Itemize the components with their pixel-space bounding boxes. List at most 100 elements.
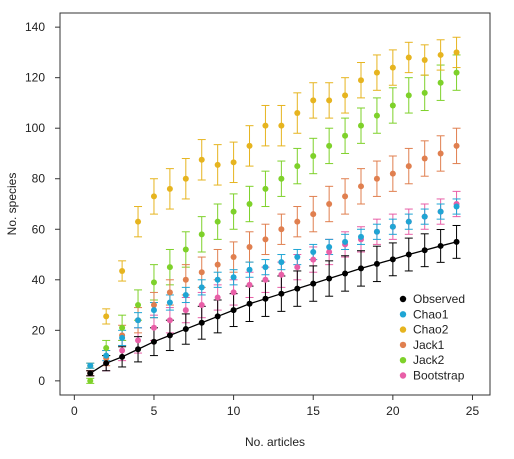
y-tick-label: 40 [32,273,46,287]
chao2-point [150,193,157,200]
chao1-point [262,264,269,271]
chao2-point [214,161,221,168]
legend-label-bootstrap: Bootstrap [413,369,465,383]
jack2-point [198,231,205,238]
jack2-point [310,152,317,159]
chao1-point [358,233,364,240]
chao1-point [405,218,412,225]
observed-point [278,290,285,297]
observed-point [262,295,269,302]
chao1-point [230,274,237,281]
jack1-point [437,150,444,157]
chao1-point [135,317,142,324]
observed-point [150,338,157,345]
jack2-point [421,89,428,96]
bootstrap-point [214,294,221,301]
legend-label-jack1: Jack1 [413,338,445,352]
observed-point [135,346,142,353]
bootstrap-point [119,347,126,354]
jack2-point [437,79,444,86]
jack1-point [453,142,460,149]
chao2-point [373,69,380,76]
observed-point [389,256,396,263]
y-tick-label: 80 [32,172,46,186]
x-tick-label: 25 [466,404,480,418]
y-tick-label: 120 [25,71,45,85]
legend-marker-chao1 [399,311,407,318]
jack2-point [389,102,396,109]
chao1-point [437,208,444,215]
jack2-point [405,92,412,99]
chao2-point [198,156,205,163]
chao2-point [326,97,333,104]
chao1-point [278,259,285,266]
observed-point [230,307,237,314]
jack2-point [87,377,94,384]
chao2-point [310,97,317,104]
observed-point [166,332,173,339]
jack1-point [166,289,173,296]
x-tick-label: 10 [227,404,241,418]
chao2-point [230,159,237,166]
jack1-point [326,201,333,207]
chao1-point [198,284,205,291]
legend-marker-observed [399,295,407,303]
chao2-point [135,218,142,225]
bootstrap-point [150,324,157,331]
x-tick-label: 15 [307,404,321,418]
jack2-point [262,185,269,192]
series-lines [89,241,457,374]
y-tick-label: 140 [25,20,45,34]
bootstrap-point [310,256,317,263]
bootstrap-point [230,289,237,296]
observed-point [294,285,301,292]
y-axis-label: No. species [5,173,19,236]
jack1-point [373,175,380,182]
jack2-point [294,163,301,170]
legend-label-chao2: Chao2 [413,323,449,337]
legend-label-observed: Observed [413,292,465,306]
chao2-point [262,122,269,129]
jack1-point [214,261,221,268]
observed-point [437,242,444,249]
y-tick-label: 20 [32,323,46,337]
jack2-point [278,175,285,182]
jack2-point [342,132,349,139]
observed-point [358,265,364,272]
jack2-point [326,142,333,149]
axes: 0 5 10 15 20 25 0 20 40 60 80 100 120 140 [25,20,480,418]
x-axis-label: No. articles [245,435,305,449]
jack1-point [246,243,253,250]
jack1-point [294,218,301,225]
chao1-point [166,299,173,306]
jack1-point [389,170,396,177]
bootstrap-point [182,307,189,314]
observed-line [89,241,457,374]
observed-point [198,319,205,326]
jack1-point [310,211,317,218]
chao2-point [405,54,412,61]
jack1-point [342,193,349,200]
observed-point [246,300,253,307]
jack1-point [278,226,285,233]
chao1-point [150,307,157,314]
chao1-point [294,254,301,261]
chao1-point [182,291,189,298]
chao1-point [246,266,253,273]
chao2-point [389,64,396,71]
legend-marker-chao2 [399,326,407,333]
legend-marker-jack2 [399,357,407,364]
chao1-point [87,362,94,369]
jack2-point [150,279,157,286]
observed-point [214,313,221,320]
chao2-point [246,142,253,149]
jack2-point [246,201,253,207]
jack2-point [166,264,173,271]
x-tick-label: 20 [386,404,400,418]
observed-point [373,260,380,267]
jack1-point [182,276,189,283]
y-tick-label: 60 [32,222,46,236]
bootstrap-point [326,249,333,256]
